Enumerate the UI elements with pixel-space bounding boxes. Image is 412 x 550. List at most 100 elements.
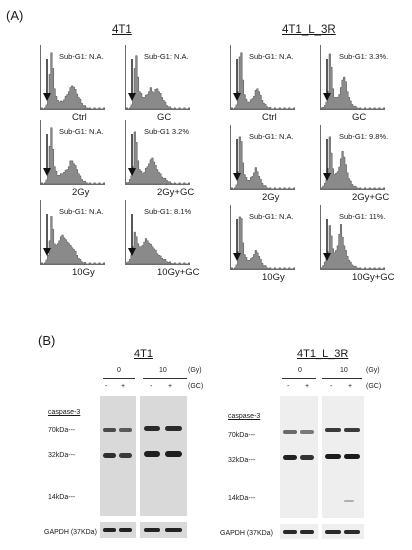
- dose-bracket-line: [103, 378, 135, 379]
- blot-title-4t1-l-3r: 4T1_L_3R: [297, 348, 349, 360]
- sub-g1-value: Sub-G1: N.A.: [249, 52, 294, 61]
- dose-bracket-line: [282, 378, 316, 379]
- histogram-plot: [231, 216, 295, 269]
- sub-g1-value: Sub-G1: N.A.: [59, 207, 104, 216]
- gapdh-blot-left: [280, 524, 318, 539]
- arrow-head-icon: [128, 93, 136, 101]
- gapdh-blot-right: [322, 524, 364, 539]
- histogram-plot: [41, 214, 105, 264]
- flow-histogram: Sub-G1: 11%.: [320, 205, 386, 270]
- flow-histogram: Sub-G1 3.2%: [125, 120, 190, 185]
- band-32kda: [283, 455, 297, 460]
- band-32kda: [103, 453, 116, 458]
- histogram-plot: [231, 52, 295, 109]
- band-70kda: [325, 428, 341, 432]
- marker-70kda: 70kDa---: [228, 432, 256, 439]
- band-faint: [344, 500, 354, 502]
- arrow-head-icon: [323, 93, 331, 101]
- condition-label: 10Gy+GC: [352, 272, 395, 283]
- arrow-head-icon: [43, 248, 51, 256]
- panel-b-label: (B): [38, 333, 56, 348]
- target-label: caspase-3: [228, 413, 261, 420]
- histogram-plot: [126, 214, 190, 264]
- arrow-head-icon: [233, 93, 241, 101]
- gc-sign: +: [121, 383, 126, 390]
- band-gapdh: [144, 528, 160, 532]
- sub-g1-value: Sub-G1: N.A.: [144, 52, 189, 61]
- sub-g1-value: Sub-G1: N.A.: [249, 132, 294, 141]
- histogram-plot: [126, 55, 190, 109]
- marker-14kda: 14kDa---: [228, 495, 256, 502]
- blot-lane-group-right: [140, 396, 187, 516]
- gapdh-blot-left: [100, 522, 136, 538]
- band-32kda: [119, 453, 132, 458]
- histogram-distribution: [321, 224, 385, 269]
- condition-label: 10Gy: [262, 272, 285, 283]
- histogram-plot: [321, 219, 385, 269]
- band-gapdh: [344, 530, 360, 534]
- dose-unit: (Gy): [366, 367, 380, 374]
- band-70kda: [283, 430, 297, 434]
- band-gapdh: [103, 528, 116, 532]
- histogram-plot: [41, 127, 105, 184]
- condition-label: Ctrl: [262, 112, 277, 123]
- condition-label: GC: [157, 112, 172, 123]
- flow-histogram: Sub-G1: N.A.: [125, 45, 190, 110]
- gc-sign: -: [105, 383, 108, 390]
- condition-label: 2Gy: [262, 192, 280, 203]
- arrow-head-icon: [128, 168, 136, 176]
- band-32kda: [300, 455, 314, 460]
- sub-g1-value: Sub-G1: N.A.: [249, 212, 294, 221]
- band-32kda: [165, 451, 182, 457]
- band-70kda: [344, 428, 360, 432]
- arrow-head-icon: [43, 168, 51, 176]
- blot-lane-group-left: [280, 396, 318, 518]
- sub-g1-value: Sub-G1: N.A.: [59, 127, 104, 136]
- group-title-4t1-l-3r: 4T1_L_3R: [282, 24, 336, 36]
- condition-label: 2Gy: [72, 187, 90, 198]
- marker-32kda: 32kDa---: [48, 452, 76, 459]
- gc-sign: +: [348, 383, 353, 390]
- flow-histogram: Sub-G1: N.A.: [40, 45, 105, 110]
- marker-14kda: 14kDa---: [48, 494, 76, 501]
- flow-histogram: Sub-G1: N.A.: [40, 200, 105, 265]
- histogram-plot: [321, 53, 385, 109]
- condition-label: 10Gy+GC: [157, 267, 200, 278]
- gc-sign: -: [150, 383, 153, 390]
- dose-value-10: 10: [340, 367, 348, 374]
- flow-histogram: Sub-G1: N.A.: [40, 120, 105, 185]
- arrow-head-icon: [323, 173, 331, 181]
- histogram-distribution: [321, 53, 385, 109]
- arrow-head-icon: [323, 253, 331, 261]
- histogram-plot: [321, 136, 385, 189]
- condition-label: 2Gy+GC: [352, 192, 390, 203]
- arrow-head-icon: [128, 248, 136, 256]
- arrow-head-icon: [233, 253, 241, 261]
- sub-g1-value: Sub-G1: 8.1%: [144, 207, 192, 216]
- histogram-distribution: [231, 216, 295, 269]
- dose-value-0: 0: [117, 367, 121, 374]
- dose-bracket-line: [143, 378, 187, 379]
- flow-histogram: Sub-G1: N.A.: [230, 125, 295, 190]
- arrow-head-icon: [43, 93, 51, 101]
- histogram-distribution: [231, 52, 295, 109]
- band-70kda: [103, 428, 116, 432]
- histogram-distribution: [41, 52, 105, 109]
- condition-label: 2Gy+GC: [157, 187, 195, 198]
- gc-sign: -: [287, 383, 290, 390]
- histogram-distribution: [321, 136, 385, 189]
- marker-70kda: 70kDa---: [48, 427, 76, 434]
- band-70kda: [300, 430, 314, 434]
- gc-unit: (GC): [188, 383, 204, 390]
- blot-lane-group-left: [100, 396, 136, 516]
- band-70kda: [144, 426, 160, 431]
- target-label: caspase-3: [48, 409, 81, 416]
- dose-value-10: 10: [159, 367, 167, 374]
- flow-histogram: Sub-G1: 9.8%.: [320, 125, 388, 190]
- band-70kda: [165, 426, 182, 431]
- band-gapdh: [283, 530, 297, 534]
- loading-control-label: GAPDH (37KDa): [44, 529, 97, 536]
- panel-a-label: (A): [6, 8, 24, 23]
- band-gapdh: [165, 528, 182, 532]
- gc-unit: (GC): [366, 383, 382, 390]
